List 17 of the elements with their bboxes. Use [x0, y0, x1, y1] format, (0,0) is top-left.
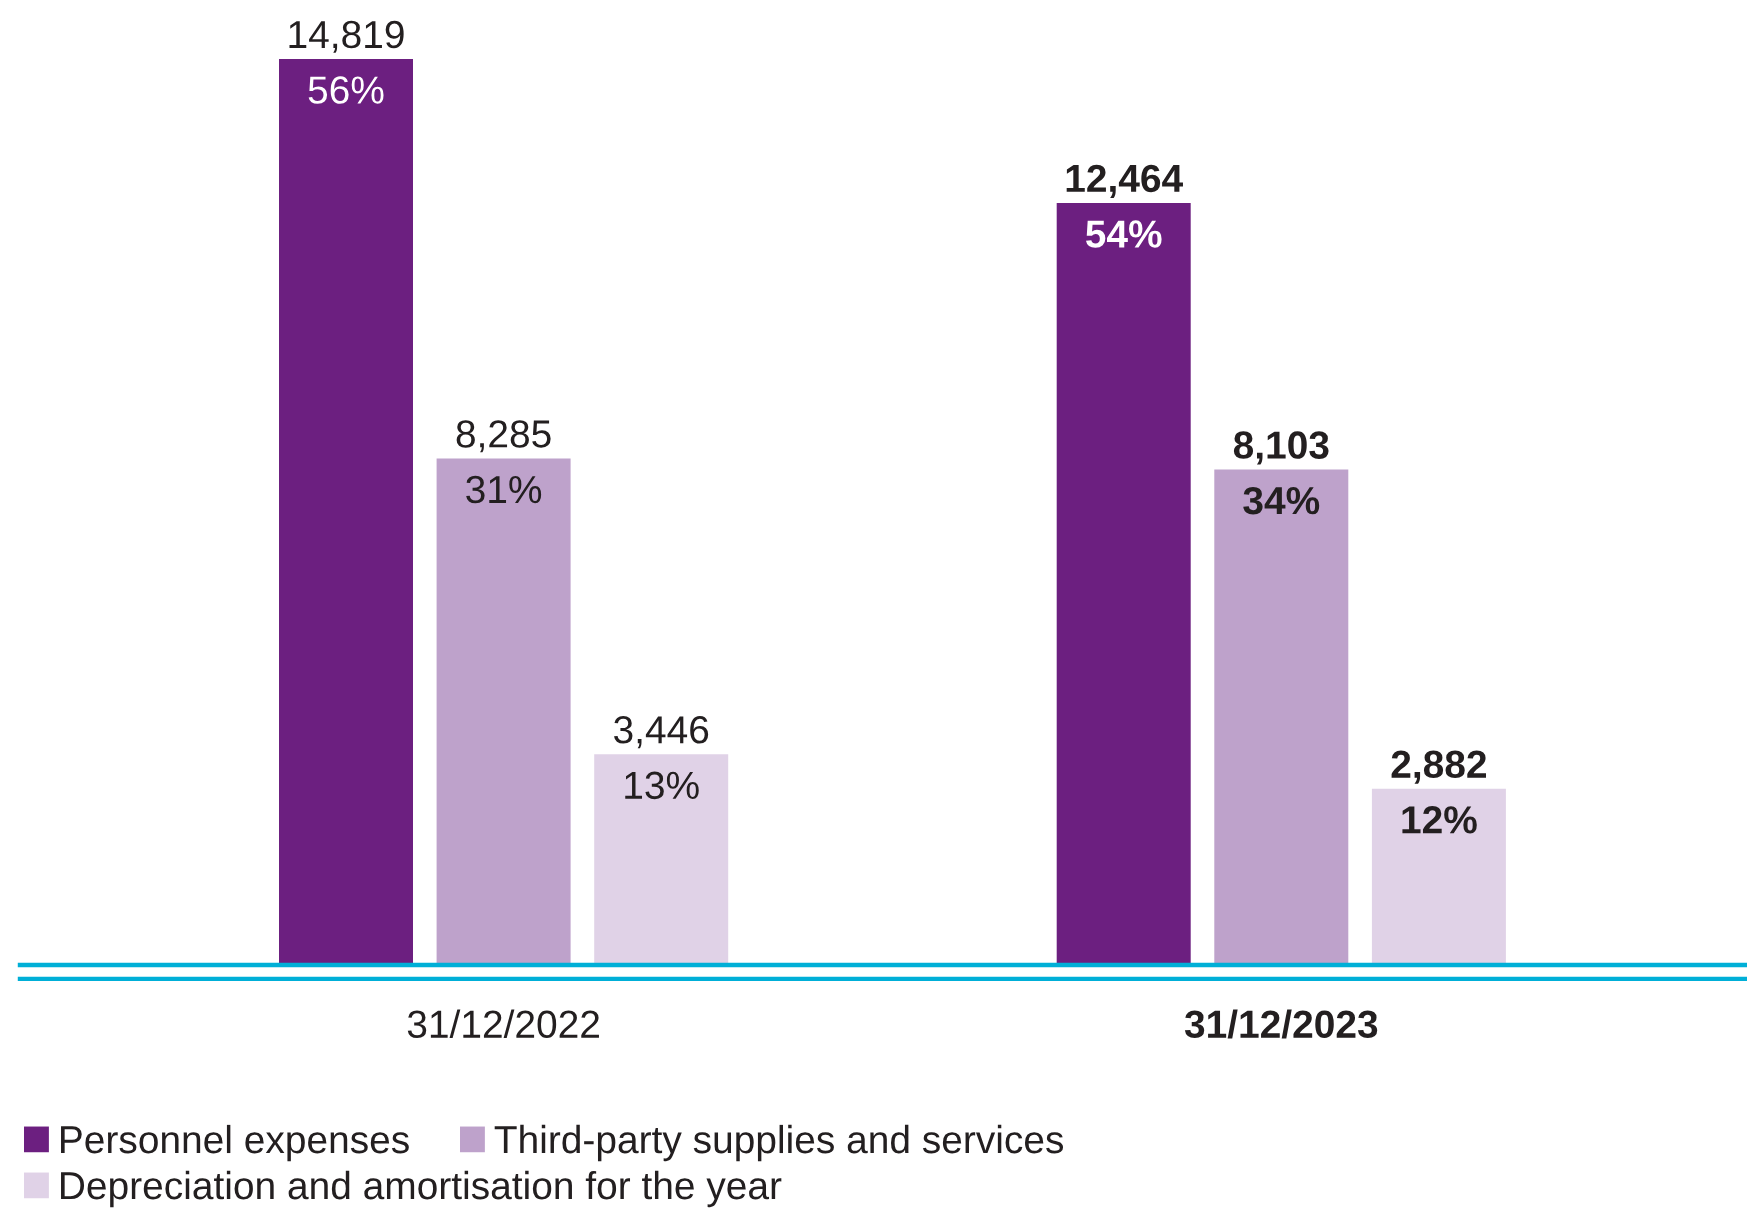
- legend-label: Depreciation and amortisation for the year: [61, 1170, 782, 1208]
- legend-label: Third-party supplies and services: [494, 1124, 1064, 1162]
- bar: [594, 754, 729, 965]
- data-label: 2,882 12%: [1391, 750, 1487, 834]
- data-label: 8,103 34%: [1233, 431, 1329, 515]
- bar: [1214, 469, 1349, 965]
- legend-label: Personnel expenses: [61, 1124, 409, 1162]
- bar: [279, 59, 413, 965]
- x-tick-label: 31/12/2023: [1184, 1009, 1378, 1039]
- bar: [1371, 788, 1506, 965]
- x-tick-label: 31/12/2022: [407, 1009, 599, 1039]
- bar: [436, 458, 571, 965]
- data-label: 3,446 13%: [614, 716, 709, 800]
- bar: [1056, 202, 1191, 965]
- data-label: 12,464 54%: [1066, 164, 1183, 248]
- data-label: 14,819 56%: [289, 20, 404, 104]
- data-label: 8,285 31%: [456, 420, 551, 504]
